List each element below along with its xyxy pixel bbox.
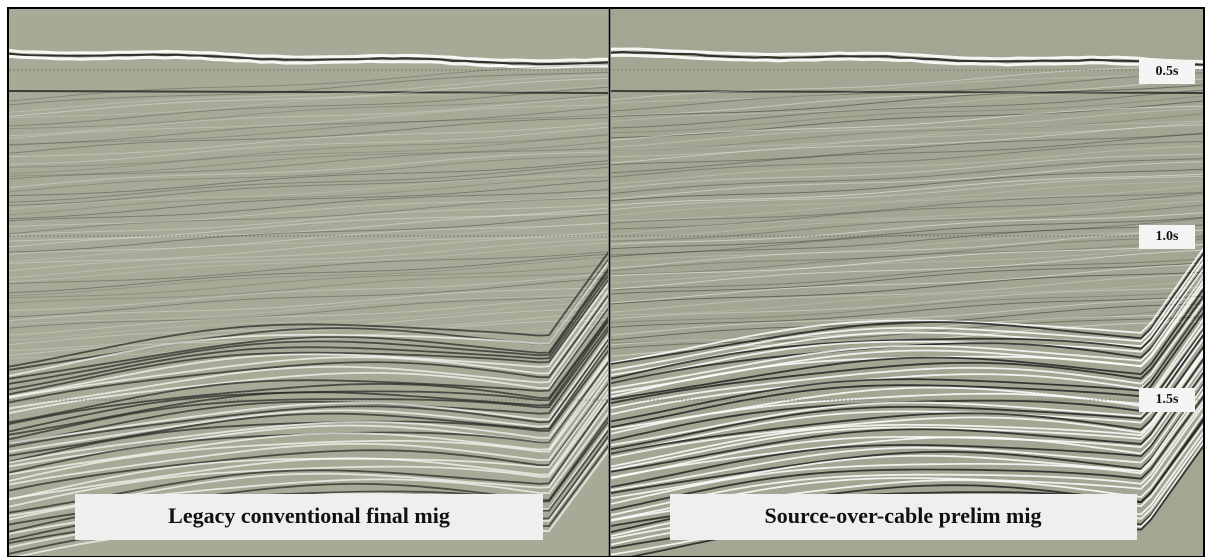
- time-label: 1.0s: [1156, 229, 1180, 244]
- caption: Legacy conventional final mig: [168, 503, 450, 528]
- time-label: 0.5s: [1156, 64, 1180, 79]
- time-label: 1.5s: [1156, 392, 1180, 407]
- seismic-comparison: 0.5s 1.0s 1.5s Legacy conventional final…: [0, 0, 1205, 557]
- figure: 0.5s 1.0s 1.5s Legacy conventional final…: [0, 0, 1205, 557]
- caption: Source-over-cable prelim mig: [765, 503, 1042, 528]
